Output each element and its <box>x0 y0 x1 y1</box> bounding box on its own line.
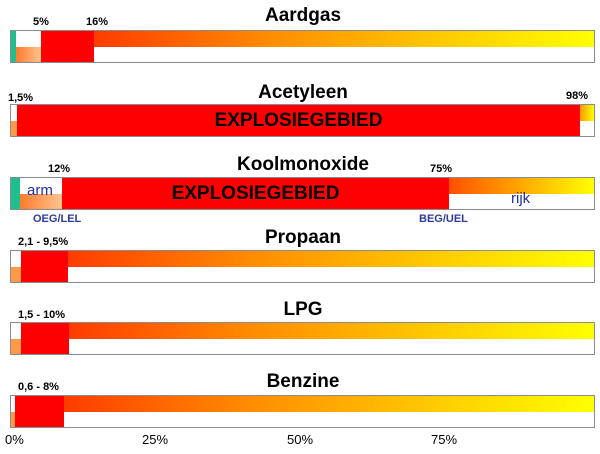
explosive-zone-label: EXPLOSIEGEBIED <box>214 109 383 131</box>
explosive-zone <box>21 251 68 282</box>
axis-tick-0: 0% <box>5 432 24 447</box>
range-bar-lpg <box>10 322 595 355</box>
gas-title-aardgas: Aardgas <box>264 5 342 26</box>
lean-zone <box>11 411 15 427</box>
upper-explosive-limit-label: BEG/UEL <box>419 213 468 225</box>
explosive-zone <box>15 396 64 427</box>
axis-tick-50: 50% <box>287 432 314 447</box>
range-bar-aardgas <box>10 30 595 63</box>
lower-explosive-limit-label: OEG/LEL <box>33 213 82 225</box>
axis-tick-75: 75% <box>431 432 458 447</box>
upper-limit-label: 98% <box>566 90 589 102</box>
explosive-zone <box>41 31 94 62</box>
explosive-zone-label: EXPLOSIEGEBIED <box>171 182 340 204</box>
lean-zone <box>20 193 62 209</box>
rich-zone <box>68 251 594 267</box>
upper-limit-label: 75% <box>430 163 453 175</box>
range-label: 0,6 - 8% <box>18 381 59 393</box>
rich-zone <box>94 31 594 47</box>
explosive-zone <box>62 178 449 209</box>
range-bar-propaan <box>10 250 595 283</box>
lower-limit-label: 5% <box>33 16 49 28</box>
rich-zone <box>449 178 594 194</box>
lean-zone <box>16 46 41 62</box>
lower-limit-label: 12% <box>48 163 71 175</box>
explosive-zone <box>17 105 580 136</box>
rich-mixture-label: rijk <box>511 190 531 207</box>
lean-zone <box>11 120 17 136</box>
axis-tick-25: 25% <box>142 432 169 447</box>
upper-limit-label: 16% <box>86 16 109 28</box>
range-label: 2,1 - 9,5% <box>18 236 69 248</box>
gas-title-benzine: Benzine <box>266 371 340 392</box>
safe-zone <box>11 31 16 62</box>
rich-zone <box>580 105 594 121</box>
lean-mixture-label: arm <box>27 182 53 199</box>
range-label: 1,5 - 10% <box>18 309 66 321</box>
rich-zone <box>64 396 594 412</box>
gas-title-koolmonoxide: Koolmonoxide <box>237 154 369 175</box>
rich-zone <box>69 323 594 339</box>
explosive-zone <box>21 323 69 354</box>
range-bar-benzine <box>10 395 595 428</box>
gas-title-lpg: LPG <box>283 299 323 320</box>
range-bar-koolmonoxide: EXPLOSIEGEBIED <box>10 177 595 210</box>
lean-zone <box>11 338 21 354</box>
lean-zone <box>11 266 21 282</box>
gas-title-propaan: Propaan <box>264 227 342 248</box>
range-bar-acetyleen: EXPLOSIEGEBIED <box>10 104 595 137</box>
gas-title-acetyleen: Acetyleen <box>258 82 348 103</box>
safe-zone <box>11 178 20 209</box>
lower-limit-label: 1,5% <box>8 92 34 104</box>
